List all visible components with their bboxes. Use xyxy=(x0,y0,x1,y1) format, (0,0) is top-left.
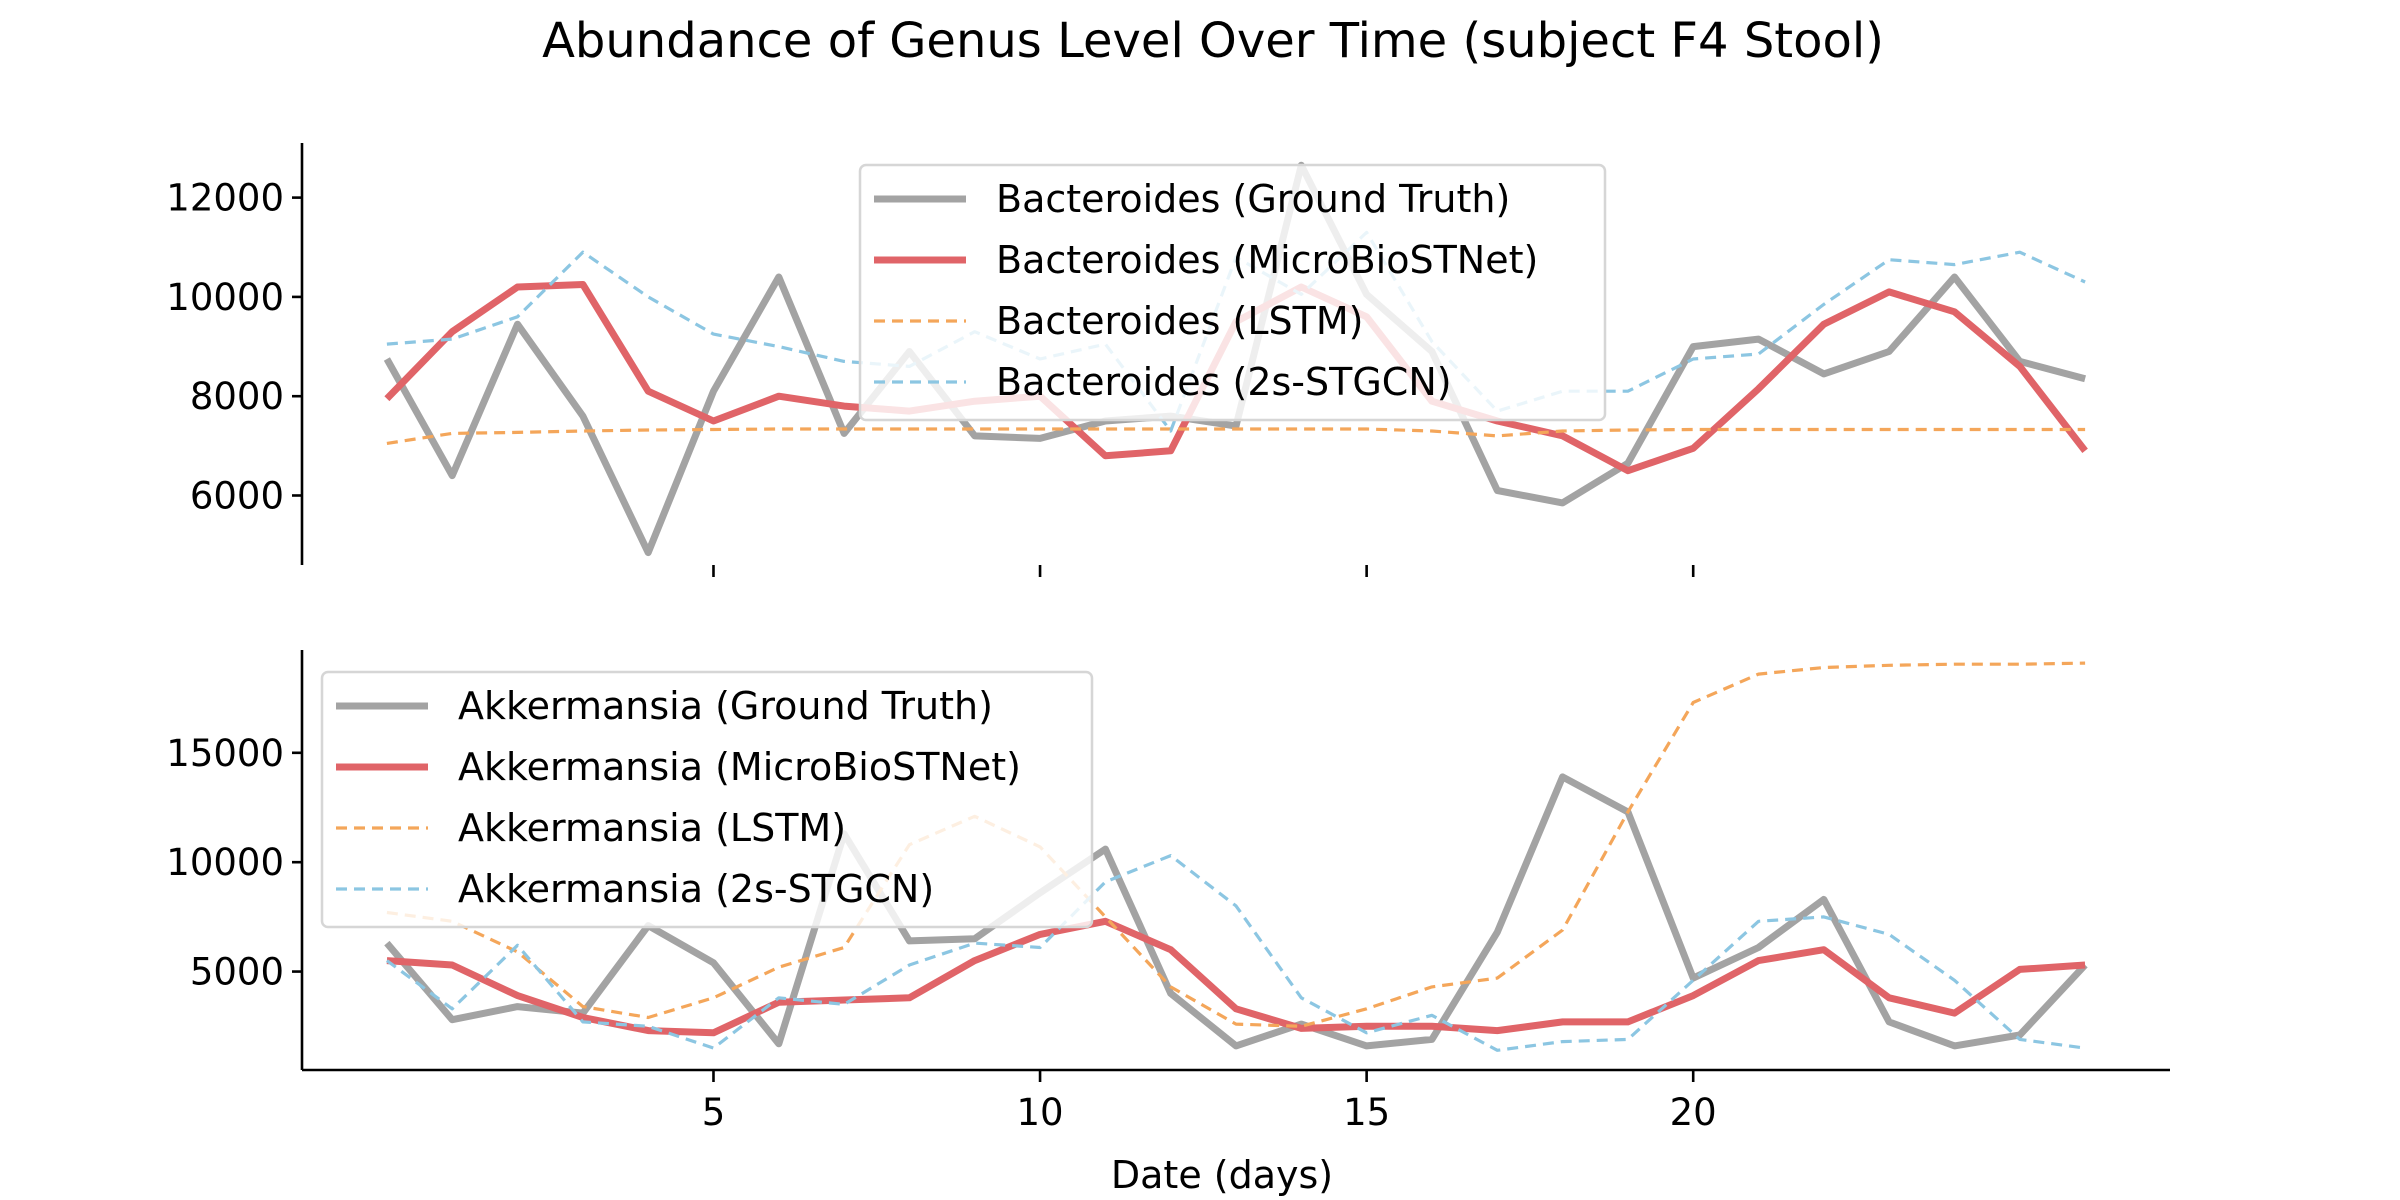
bacteroides-lstm-line xyxy=(386,427,2086,445)
bacteroides-y-tick-label: 10000 xyxy=(166,276,284,319)
bacteroides-y-tick-label: 8000 xyxy=(190,375,284,418)
bacteroides-legend-label: Bacteroides (Ground Truth) xyxy=(996,177,1510,221)
bacteroides-y-tick-label: 6000 xyxy=(190,474,284,517)
chart-title: Abundance of Genus Level Over Time (subj… xyxy=(542,13,1884,69)
akkermansia-legend-label: Akkermansia (Ground Truth) xyxy=(458,684,993,728)
bacteroides-panel: 6000 8000 10000 12000 Bacteroides (Ground Tr… xyxy=(166,143,2088,577)
akkermansia-legend-label: Akkermansia (2s-STGCN) xyxy=(458,867,934,911)
akkermansia-legend: Akkermansia (Ground Truth) Akkermansia (M… xyxy=(320,670,1094,929)
bacteroides-legend-label: Bacteroides (LSTM) xyxy=(996,299,1363,343)
bacteroides-legend-label: Bacteroides (MicroBioSTNet) xyxy=(996,238,1538,282)
x-axis-label: Date (days) xyxy=(1111,1153,1333,1197)
x-tick-label: 10 xyxy=(1017,1091,1064,1134)
bacteroides-legend-box xyxy=(858,163,1607,422)
akkermansia-microbiostnet-line xyxy=(386,917,2086,1037)
bacteroides-ground-truth-line xyxy=(383,161,2087,557)
bacteroides-y-tick-label: 12000 xyxy=(166,177,284,220)
akkermansia-stgcn-line xyxy=(385,853,2086,1052)
x-tick-label: 5 xyxy=(702,1091,726,1134)
akkermansia-panel: 5000 10000 15000 5 10 15 20 Akkermansia (Ground… xyxy=(166,650,2170,1134)
akkermansia-y-tick-label: 10000 xyxy=(166,841,284,884)
akkermansia-legend-box xyxy=(320,670,1094,929)
bacteroides-legend-label: Bacteroides (2s-STGCN) xyxy=(996,360,1452,404)
akkermansia-legend-label: Akkermansia (MicroBioSTNet) xyxy=(458,745,1021,789)
akkermansia-y-tick-label: 5000 xyxy=(190,951,284,994)
akkermansia-y-tick-label: 15000 xyxy=(166,732,284,775)
bacteroides-legend: Bacteroides (Ground Truth) Bacteroides (M… xyxy=(858,163,1607,422)
akkermansia-lstm-line xyxy=(386,661,2086,1028)
x-tick-label: 20 xyxy=(1670,1091,1717,1134)
x-tick-label: 15 xyxy=(1343,1091,1390,1134)
akkermansia-ground-truth-line xyxy=(384,773,2088,1050)
akkermansia-legend-label: Akkermansia (LSTM) xyxy=(458,806,846,850)
